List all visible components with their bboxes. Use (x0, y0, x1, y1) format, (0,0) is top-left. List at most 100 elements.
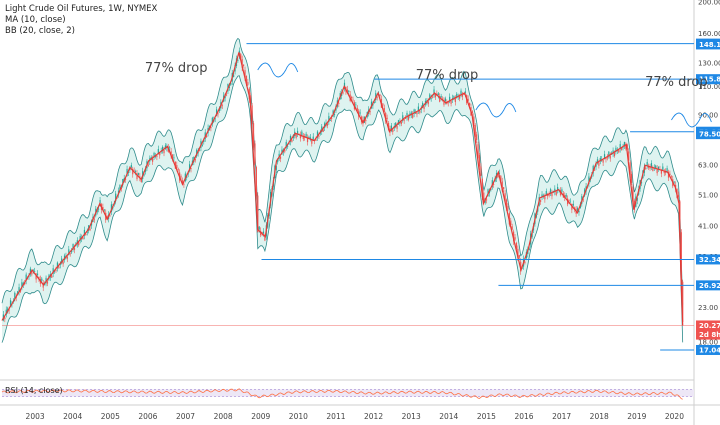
candle-body (306, 137, 309, 143)
candle-body (318, 135, 320, 137)
candle-body (190, 168, 192, 169)
candle-body (464, 91, 466, 94)
candle-body (247, 82, 249, 85)
candle-body (645, 167, 647, 170)
candle-body (632, 186, 634, 202)
candle-body (459, 96, 461, 99)
drop-annotation: 77% drop (145, 61, 208, 76)
candle-body (555, 191, 557, 195)
candle-body (86, 231, 88, 233)
candle-body (515, 242, 518, 250)
legend-ma: MA (10, close) (5, 15, 66, 25)
candle-body (129, 168, 131, 171)
candle-body (32, 270, 34, 271)
x-tick-label: 2015 (477, 412, 496, 421)
chart-legend: Light Crude Oil Futures, 1W, NYMEX MA (1… (5, 4, 157, 37)
candle-body (221, 105, 223, 107)
candle-body (657, 166, 660, 169)
candle-body (626, 144, 628, 150)
hand-drawn-mark (475, 102, 517, 118)
candle-body (557, 187, 559, 191)
candle-body (382, 103, 384, 106)
candle-body (244, 70, 246, 79)
candle-body (240, 53, 242, 59)
candle-body (156, 155, 158, 157)
candle-body (180, 176, 182, 178)
candle-body (478, 154, 481, 167)
candle-body (655, 165, 657, 168)
candle-body (403, 119, 405, 121)
candle-body (126, 168, 128, 176)
y-tick-label: 51.00 (698, 192, 718, 200)
level-badge-label: 148.13 (699, 41, 720, 49)
level-badge-label: 115.83 (699, 76, 720, 84)
candle-body (252, 123, 255, 148)
x-tick-label: 2009 (251, 412, 270, 421)
candle-body (133, 170, 135, 172)
candle-body (431, 96, 434, 98)
candle-body (456, 93, 458, 98)
level-badge-label: 20.27 (699, 322, 720, 330)
candle-body (132, 168, 134, 175)
level-badge-label: 2d 8h (699, 331, 720, 339)
candle-body (565, 194, 567, 197)
candle-body (329, 119, 331, 121)
candle-body (441, 98, 444, 100)
candle-body (68, 249, 70, 255)
candle-body (443, 99, 445, 105)
candle-body (400, 121, 402, 124)
candle-body (656, 168, 658, 174)
candle-body (201, 144, 203, 146)
candle-body (295, 134, 297, 138)
candle-body (468, 102, 471, 106)
candle-body (602, 159, 604, 163)
candle-body (147, 164, 149, 166)
y-tick-label: 63.00 (698, 162, 718, 170)
candle-body (606, 157, 608, 159)
candle-body (72, 244, 74, 250)
candle-body (119, 185, 121, 192)
candle-body (541, 194, 543, 198)
candle-body (392, 129, 394, 132)
candle-body (326, 123, 329, 126)
candle-body (55, 270, 57, 271)
candle-body (404, 118, 407, 120)
candle-body (257, 195, 259, 233)
x-tick-label: 2007 (176, 412, 195, 421)
candle-body (85, 234, 87, 235)
candle-body (501, 181, 503, 191)
candle-body (170, 151, 172, 157)
candle-body (446, 102, 448, 105)
candle-body (228, 86, 230, 88)
candle-body (352, 99, 354, 101)
hand-drawn-mark (671, 112, 712, 128)
candle-body (439, 96, 441, 102)
candle-body (677, 194, 680, 198)
candle-body (51, 275, 53, 278)
candle-body (144, 169, 147, 172)
hand-drawn-mark (257, 62, 299, 78)
candle-body (225, 94, 228, 96)
candle-body (83, 229, 86, 236)
candle-body (311, 139, 313, 144)
candle-body (309, 137, 311, 139)
candle-body (73, 247, 76, 250)
candle-body (66, 256, 68, 259)
candle-body (429, 94, 431, 100)
candle-body (322, 129, 324, 132)
candle-body (500, 175, 502, 181)
candle-body (163, 149, 165, 154)
candle-body (302, 135, 304, 139)
candle-body (245, 76, 248, 84)
candle-body (98, 208, 100, 210)
y-tick-label: 200.00 (698, 0, 720, 7)
candle-body (308, 136, 310, 138)
candle-body (615, 147, 617, 152)
legend-bb: BB (20, close, 2) (5, 26, 75, 36)
candle-body (288, 143, 290, 145)
candle-body (21, 282, 23, 288)
candle-body (8, 309, 10, 311)
candle-body (669, 173, 671, 176)
candle-body (419, 110, 421, 113)
